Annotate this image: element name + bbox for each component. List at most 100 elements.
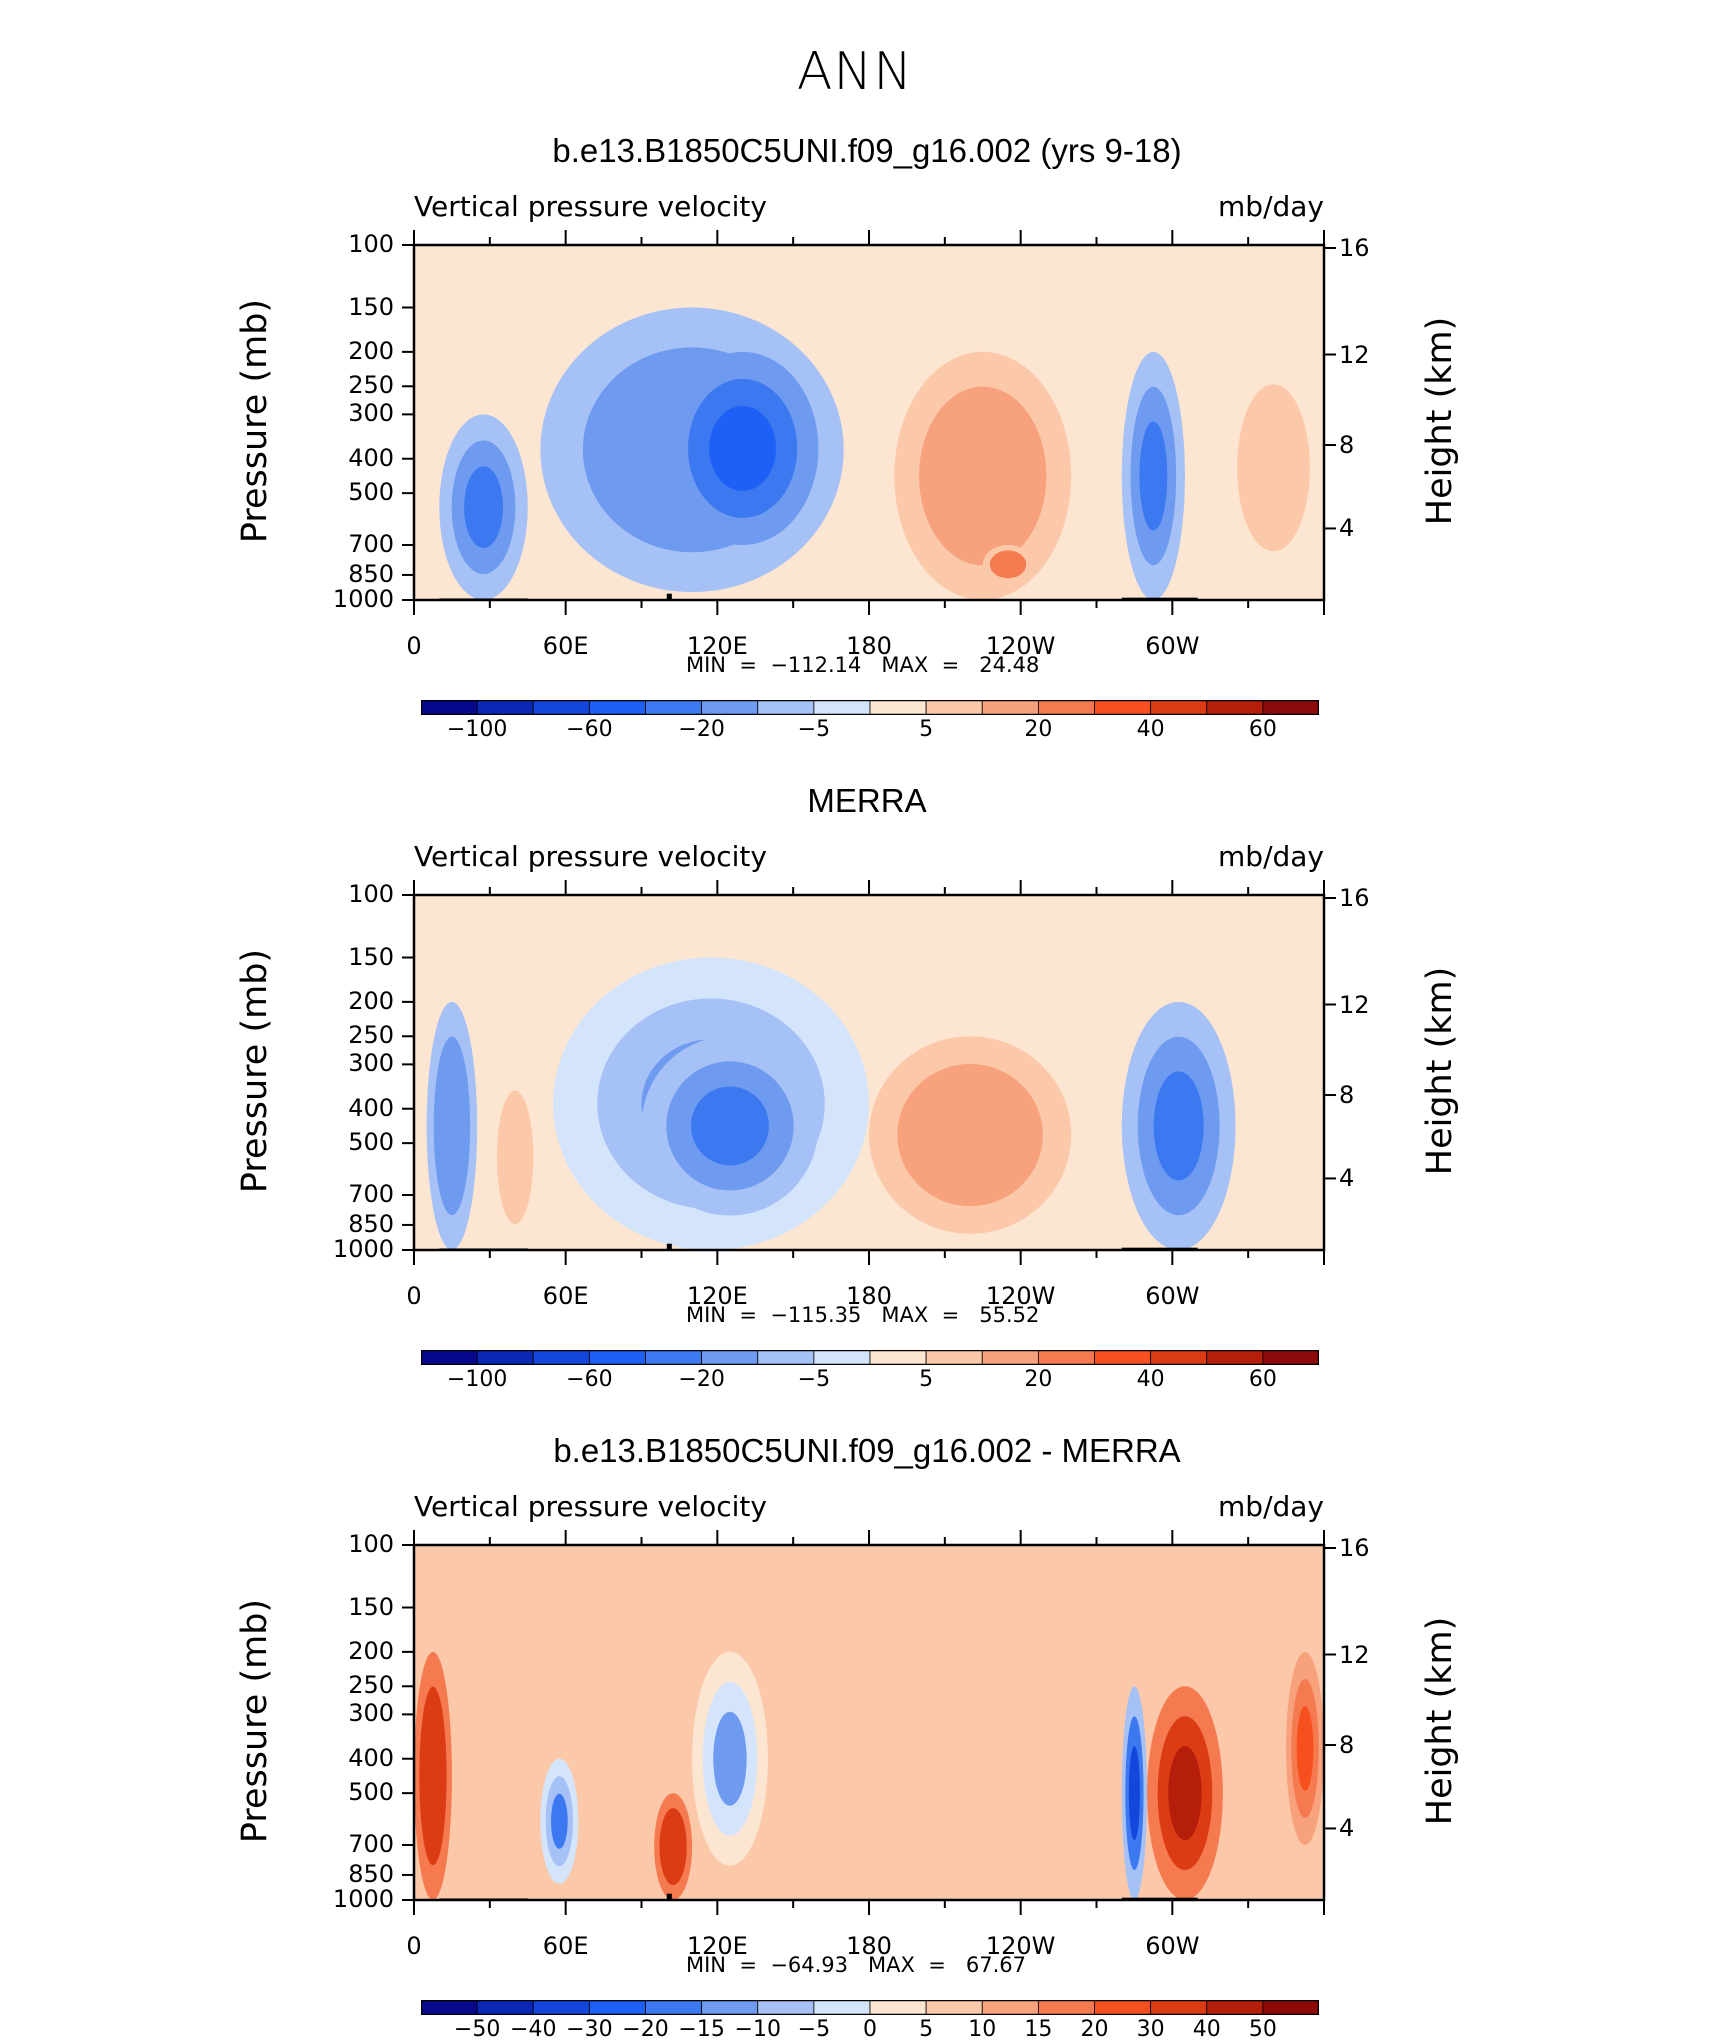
panel-title: b.e13.B1850C5UNI.f09_g16.002 - MERRA xyxy=(553,1432,1181,1469)
colorbar-swatch xyxy=(981,1350,1039,1365)
figure-title: ANN xyxy=(796,42,914,102)
y-tick-label: 400 xyxy=(348,1743,394,1772)
colorbar-label: −100 xyxy=(446,717,508,742)
contour-plot xyxy=(402,880,1336,1265)
colorbar-swatch xyxy=(1037,1350,1095,1365)
y2-tick-label: 16 xyxy=(1339,884,1370,912)
y-tick-label: 100 xyxy=(348,880,394,908)
variable-label: Vertical pressure velocity xyxy=(414,840,767,873)
y-axis-label: Pressure (mb) xyxy=(235,1598,275,1843)
y2-axis-label: Height (km) xyxy=(1420,1616,1460,1825)
colorbar-label: −5 xyxy=(797,717,831,742)
y2-axis-label: Height (km) xyxy=(1420,966,1460,1175)
colorbar-swatch xyxy=(476,2000,534,2015)
y-tick-label: 850 xyxy=(348,1209,394,1238)
colorbar-label: −5 xyxy=(797,1367,831,1392)
colorbar-swatch xyxy=(869,700,927,715)
colorbar-swatch xyxy=(588,1350,646,1365)
y-tick-label: 200 xyxy=(348,336,394,365)
x-tick-label: 180 xyxy=(846,632,892,660)
colorbar-swatch xyxy=(421,2000,478,2015)
y-tick-label: 150 xyxy=(348,292,394,321)
colorbar-swatch xyxy=(532,2000,590,2015)
contour-region xyxy=(1153,1071,1204,1181)
y-tick-label: 150 xyxy=(348,942,394,971)
x-tick-label: 60W xyxy=(1145,1282,1200,1310)
colorbar-swatch xyxy=(421,700,478,715)
y2-tick-label: 16 xyxy=(1339,234,1370,262)
colorbar-swatch xyxy=(1150,1350,1208,1365)
y-tick-label: 100 xyxy=(348,1530,394,1558)
colorbar-swatch xyxy=(645,2000,703,2015)
topography-mask xyxy=(666,1893,672,1900)
y-tick-label: 1000 xyxy=(332,1885,394,1913)
colorbar-swatch xyxy=(1262,700,1319,715)
colorbar-swatch xyxy=(645,700,703,715)
x-tick-label: 60W xyxy=(1145,632,1200,660)
x-tick-label: 120E xyxy=(686,632,748,660)
contour-region xyxy=(440,1071,464,1181)
colorbar-swatch xyxy=(476,700,534,715)
x-tick-label: 120E xyxy=(686,1932,748,1960)
y-tick-label: 250 xyxy=(348,371,394,400)
panel-title: MERRA xyxy=(807,782,927,819)
y-tick-label: 250 xyxy=(348,1671,394,1700)
contour-region xyxy=(1296,1705,1314,1791)
contour-region xyxy=(503,1116,527,1199)
colorbar-swatch xyxy=(1150,2000,1208,2015)
colorbar-label: 5 xyxy=(919,1367,934,1392)
colorbar xyxy=(421,700,1319,715)
x-tick-label: 180 xyxy=(846,1932,892,1960)
min-max-label: MIN = −115.35 MAX = 55.52 xyxy=(686,1303,1040,1327)
x-tick-label: 120W xyxy=(985,632,1056,660)
colorbar-label: 50 xyxy=(1248,2017,1277,2042)
y-tick-label: 150 xyxy=(348,1592,394,1621)
y-tick-label: 300 xyxy=(348,1049,394,1078)
colorbar-swatch xyxy=(1262,1350,1319,1365)
colorbar-swatch xyxy=(1094,700,1152,715)
y2-tick-label: 8 xyxy=(1339,1731,1355,1760)
x-tick-label: 60E xyxy=(542,1282,589,1310)
y-tick-label: 400 xyxy=(348,1093,394,1122)
colorbar-label: 40 xyxy=(1136,717,1165,742)
colorbar-swatch xyxy=(532,700,590,715)
colorbar-label: −60 xyxy=(566,1367,613,1392)
units-label: mb/day xyxy=(1218,190,1324,223)
y-tick-label: 200 xyxy=(348,986,394,1015)
contour-region xyxy=(925,1091,1015,1179)
colorbar-swatch xyxy=(813,2000,871,2015)
colorbar-swatch xyxy=(532,1350,590,1365)
contour-region xyxy=(713,1711,747,1806)
colorbar xyxy=(421,2000,1319,2015)
topography-mask xyxy=(666,1243,672,1250)
colorbar-swatch xyxy=(757,700,815,715)
y-tick-label: 200 xyxy=(348,1636,394,1665)
colorbar-swatch xyxy=(645,1350,703,1365)
y-tick-label: 700 xyxy=(348,1830,394,1858)
colorbar-swatch xyxy=(925,700,983,715)
colorbar-label: 5 xyxy=(919,2017,934,2042)
y2-tick-label: 8 xyxy=(1339,431,1355,460)
colorbar-swatch xyxy=(701,2000,759,2015)
colorbar-swatch xyxy=(1150,700,1208,715)
contour-region xyxy=(1168,1746,1202,1841)
colorbar-label: 0 xyxy=(863,2017,877,2042)
y2-tick-label: 4 xyxy=(1339,1814,1355,1843)
colorbar-label: −60 xyxy=(566,717,613,742)
x-tick-label: 60E xyxy=(542,632,589,660)
contour-region xyxy=(996,555,1020,573)
colorbar-label: 60 xyxy=(1248,1367,1277,1392)
y2-tick-label: 4 xyxy=(1339,514,1355,543)
units-label: mb/day xyxy=(1218,1490,1324,1523)
colorbar-swatch xyxy=(701,1350,759,1365)
y-tick-label: 500 xyxy=(348,1778,394,1807)
y-tick-label: 1000 xyxy=(332,1235,394,1263)
x-tick-label: 0 xyxy=(406,632,422,660)
colorbar-swatch xyxy=(869,2000,927,2015)
colorbar-swatch xyxy=(813,1350,871,1365)
variable-label: Vertical pressure velocity xyxy=(414,190,767,223)
colorbar-swatch xyxy=(925,1350,983,1365)
y-tick-label: 850 xyxy=(348,559,394,588)
variable-label: Vertical pressure velocity xyxy=(414,1490,767,1523)
y2-axis-label: Height (km) xyxy=(1420,316,1460,525)
